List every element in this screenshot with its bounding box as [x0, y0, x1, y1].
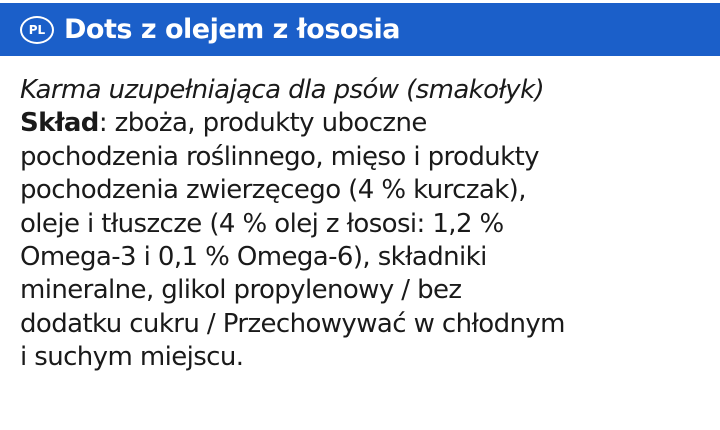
composition-line: pochodzenia zwierzęcego (4 % kurczak),: [20, 175, 526, 206]
product-title: Dots z olejem z łososia: [64, 14, 401, 45]
composition-line: i suchym miejscu.: [20, 342, 244, 373]
composition-line: pochodzenia roślinnego, mięso i produkty: [20, 141, 540, 172]
composition-line: Omega-3 i 0,1 % Omega-6), składniki: [20, 242, 487, 273]
product-subtitle: Karma uzupełniająca dla psów (smakołyk): [20, 75, 545, 105]
composition-line: dodatku cukru / Przechowywać w chłodnym: [20, 308, 565, 339]
composition-line: oleje i tłuszcze (4 % olej z łososi: 1,2…: [20, 208, 504, 239]
composition-text: : zboża, produkty uboczne: [98, 108, 428, 139]
language-badge: PL: [20, 15, 54, 44]
composition-label: Skład: [20, 108, 99, 139]
composition-line: mineralne, glikol propylenowy / bez: [20, 275, 462, 306]
header-banner: PL Dots z olejem z łososia: [0, 3, 720, 56]
composition-line: Skład: zboża, produkty uboczne: [20, 107, 720, 140]
label-text: Karma uzupełniająca dla psów (smakołyk) …: [20, 74, 720, 375]
